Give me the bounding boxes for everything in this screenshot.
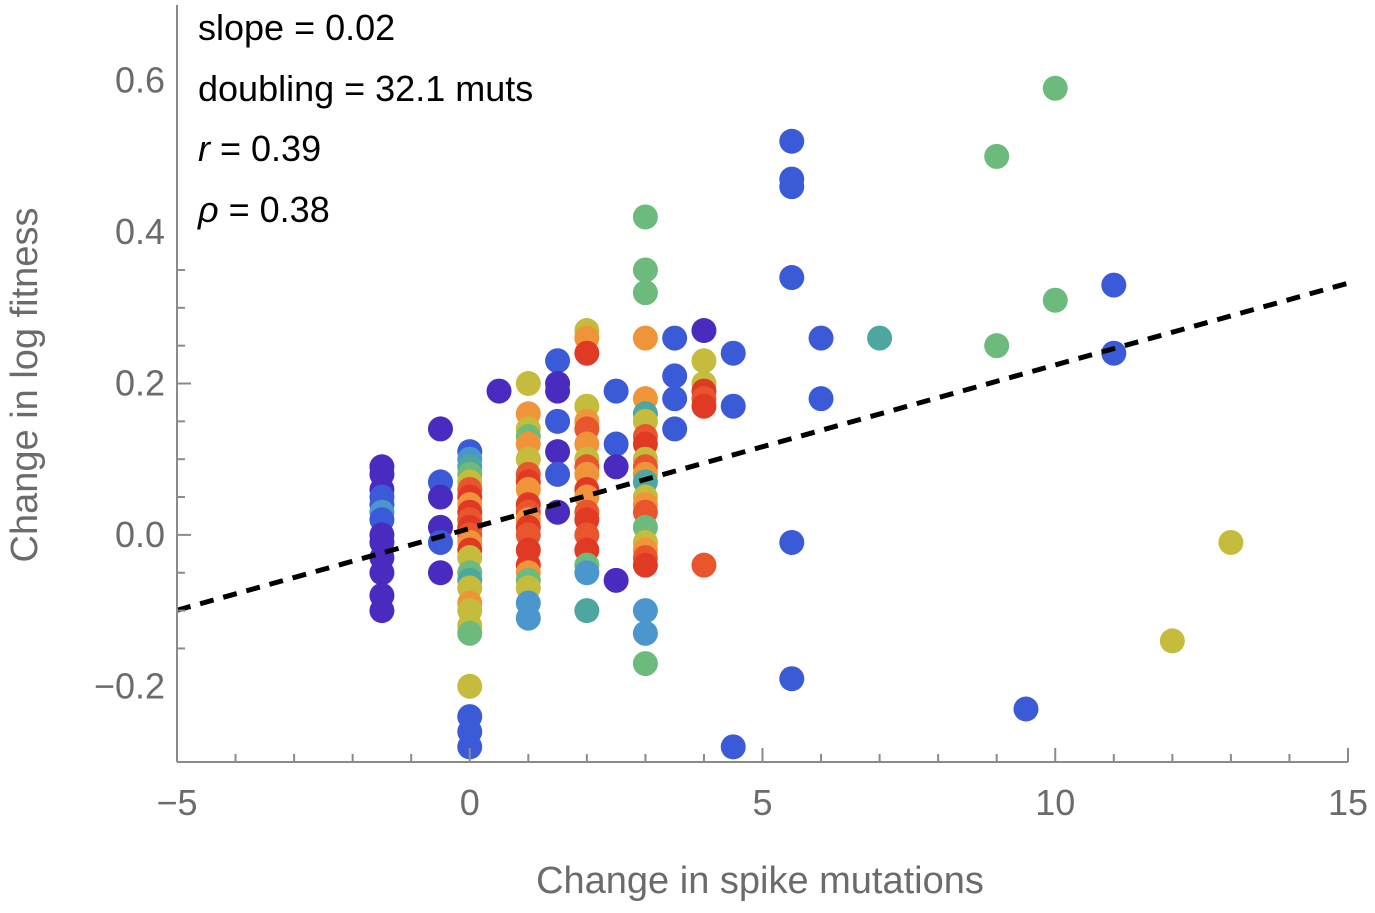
x-tick-label: 5	[752, 782, 772, 823]
data-point	[632, 204, 658, 230]
annotation-spearman-rho: ρ = 0.38	[197, 189, 330, 230]
data-point	[603, 454, 629, 480]
data-point	[603, 431, 629, 457]
y-tick-label: 0.2	[115, 363, 165, 404]
data-point	[632, 280, 658, 306]
data-point	[662, 363, 688, 389]
data-point	[632, 598, 658, 624]
data-point	[486, 378, 512, 404]
data-point	[574, 340, 600, 366]
axes: −5 0 5 10 15 −0.2 0.0 0.2 0.4 0.6	[94, 5, 1368, 823]
data-point	[632, 552, 658, 578]
regression-fit-line	[176, 280, 1349, 613]
data-point	[369, 560, 395, 586]
x-axis-title: Change in spike mutations	[536, 860, 984, 902]
data-point	[545, 378, 571, 404]
y-tick-label: 0.0	[115, 514, 165, 555]
data-point	[1042, 287, 1068, 313]
data-point	[808, 325, 834, 351]
data-point	[632, 325, 658, 351]
x-tick-label: −5	[156, 782, 197, 823]
data-point	[427, 560, 453, 586]
y-tick-label: 0.4	[115, 211, 165, 252]
data-points-layer	[369, 75, 1244, 760]
data-point	[1013, 696, 1039, 722]
data-point	[779, 666, 805, 692]
data-point	[457, 620, 483, 646]
data-point	[515, 371, 541, 396]
axis-ticks: −5 0 5 10 15 −0.2 0.0 0.2 0.4 0.6	[94, 60, 1368, 823]
annotation-pearson-r: r = 0.39	[198, 128, 321, 169]
data-point	[1101, 340, 1127, 366]
data-point	[369, 598, 395, 624]
data-point	[632, 651, 658, 677]
x-tick-label: 0	[460, 782, 480, 823]
data-point	[779, 128, 805, 154]
data-point	[720, 393, 746, 419]
stats-annotation-block: slope = 0.02 doubling = 32.1 muts r = 0.…	[197, 7, 533, 230]
data-point	[427, 484, 453, 510]
data-point	[662, 386, 688, 412]
data-point	[427, 529, 453, 555]
data-point	[545, 348, 571, 374]
x-tick-label: 10	[1035, 782, 1075, 823]
data-point	[1218, 529, 1244, 555]
data-point	[515, 605, 541, 631]
x-tick-label: 15	[1328, 782, 1368, 823]
data-point	[603, 567, 629, 593]
y-tick-label: −0.2	[94, 665, 165, 706]
annotation-doubling: doubling = 32.1 muts	[198, 68, 533, 109]
data-point	[1042, 75, 1068, 101]
data-point	[691, 318, 717, 344]
y-axis-title: Change in log fitness	[4, 208, 46, 563]
data-point	[545, 439, 571, 465]
data-point	[984, 143, 1010, 169]
data-point	[808, 386, 834, 412]
data-point	[867, 325, 893, 351]
data-point	[662, 416, 688, 442]
data-point	[691, 552, 717, 578]
y-tick-label: 0.6	[115, 60, 165, 101]
data-point	[545, 408, 571, 434]
data-point	[603, 378, 629, 404]
data-point	[984, 333, 1010, 359]
data-point	[427, 416, 453, 442]
data-point	[457, 673, 483, 699]
data-point	[720, 340, 746, 366]
data-point	[691, 348, 717, 374]
data-point	[574, 598, 600, 624]
data-point	[779, 529, 805, 555]
data-point	[691, 393, 717, 419]
annotation-slope: slope = 0.02	[198, 7, 395, 48]
data-point	[632, 620, 658, 646]
data-point	[545, 461, 571, 487]
data-point	[574, 560, 600, 586]
data-point	[1101, 272, 1127, 298]
data-point	[720, 734, 746, 760]
data-point	[457, 734, 483, 760]
data-point	[662, 325, 688, 351]
data-point	[1159, 628, 1185, 654]
data-point	[779, 174, 805, 200]
data-point	[632, 257, 658, 283]
data-point	[779, 265, 805, 291]
